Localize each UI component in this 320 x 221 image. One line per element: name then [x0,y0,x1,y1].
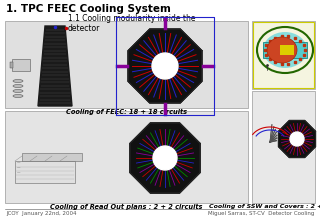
Bar [12,59,30,71]
Circle shape [152,53,178,79]
Ellipse shape [13,90,23,93]
Bar [253,22,314,88]
Ellipse shape [13,84,23,88]
Text: —: — [17,160,20,164]
Text: Cooling of SSW and Covers : 2 + 2 circuits: Cooling of SSW and Covers : 2 + 2 circui… [209,204,320,209]
Ellipse shape [13,95,23,97]
Ellipse shape [263,32,307,68]
Circle shape [153,146,177,170]
Polygon shape [128,29,202,103]
Text: —: — [17,170,20,174]
Bar [263,42,307,58]
Polygon shape [130,123,200,193]
Text: —: — [17,165,20,169]
Bar [252,21,315,89]
Polygon shape [38,26,72,106]
Text: Miguel Sarras, ST-CV  Detector Cooling: Miguel Sarras, ST-CV Detector Cooling [208,211,314,216]
Ellipse shape [267,37,297,63]
Bar [10,62,13,68]
Bar [5,21,248,108]
Text: Cooling of FEEC: 18 + 18 circuits: Cooling of FEEC: 18 + 18 circuits [66,109,187,115]
Text: JCOY  January 22nd, 2004: JCOY January 22nd, 2004 [6,211,76,216]
Bar [5,111,248,203]
Bar [280,45,294,55]
Bar [22,153,82,161]
Polygon shape [278,120,316,158]
Text: 1.1 Cooling modularity inside the
detector: 1.1 Cooling modularity inside the detect… [68,14,196,33]
Circle shape [290,132,304,146]
Ellipse shape [13,80,23,82]
Bar [252,91,315,203]
Bar [15,161,75,183]
Text: 1. TPC FEEC Cooling System: 1. TPC FEEC Cooling System [6,4,171,14]
Text: Cooling of Read Out plans : 2 + 2 circuits: Cooling of Read Out plans : 2 + 2 circui… [50,204,203,210]
